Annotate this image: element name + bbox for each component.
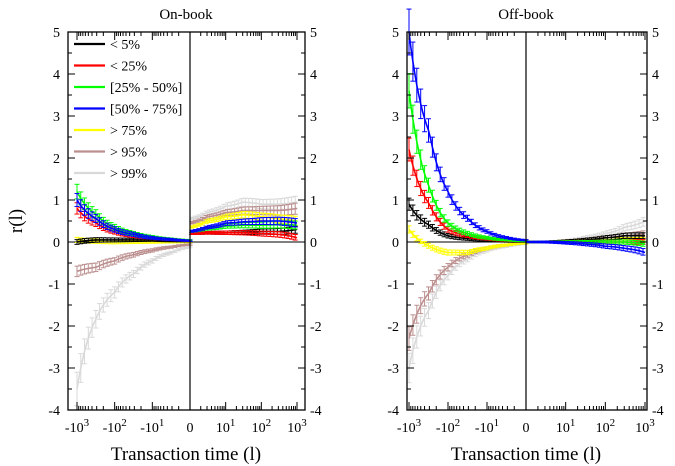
y-tick-label-right: -2 (652, 320, 664, 335)
y-tick-label: 5 (53, 26, 60, 41)
y-tick-label: 2 (53, 152, 60, 167)
plot-frame (406, 31, 648, 411)
y-tick-label: 1 (53, 194, 60, 209)
y-tick-label: -2 (387, 320, 399, 335)
legend: < 5% < 25% [25% - 50%] [50% - 75%] > 75% > 95… (74, 38, 182, 182)
tick-group: -4 -4 -3 -3 -2 -2 -1 -1 0 0 1 1 2 2 3 3 4 4 5 5 -103 -102 -101… (48, 26, 321, 436)
y-tick-label-right: -2 (310, 320, 322, 335)
y-tick-label: -2 (48, 320, 60, 335)
series-line (408, 149, 527, 242)
y-tick-label: 0 (53, 236, 60, 251)
x-tick-label: -101 (475, 417, 499, 436)
y-tick-label: 3 (392, 110, 399, 125)
y-tick-label: -4 (48, 404, 60, 419)
x-tick-label: 0 (187, 421, 194, 436)
y-tick-label-right: 3 (652, 110, 659, 125)
series-line (408, 31, 527, 242)
legend-label: < 25% (110, 60, 147, 75)
x-tick-label: 102 (596, 417, 616, 436)
series-2 (74, 183, 298, 242)
x-tick-label: 103 (287, 417, 307, 436)
x-tick-label: 101 (216, 417, 236, 436)
y-tick-label: 4 (53, 68, 60, 83)
y-tick-label: 5 (392, 26, 399, 41)
x-tick-label: 102 (252, 417, 272, 436)
y-tick-label-right: 5 (652, 26, 659, 41)
y-tick-label: 0 (392, 236, 399, 251)
y-tick-label-right: 2 (652, 152, 659, 167)
y-axis-label: r(l) (6, 209, 27, 233)
panel-off-book: Off-book -4 -4 -3 -3 -2 -2 -1 -1 0 0 1 1 2 2 3 3 4 4 5 5 -10… (387, 7, 663, 465)
y-tick-label-right: 0 (310, 236, 317, 251)
x-tick-label: -103 (65, 417, 90, 436)
tick-group: -4 -4 -3 -3 -2 -2 -1 -1 0 0 1 1 2 2 3 3 4 4 5 5 -103 -102 -101… (387, 26, 663, 436)
y-tick-label-right: 0 (652, 236, 659, 251)
legend-label: > 99% (110, 167, 147, 182)
y-tick-label-right: 4 (652, 68, 659, 83)
y-tick-label: 4 (392, 68, 399, 83)
panel-on-book: On-book -4 -4 -3 -3 -2 -2 -1 -1 0 0 1 1 2 2 3 3 4 4 5 5 -103… (6, 7, 322, 465)
y-tick-label-right: 2 (310, 152, 317, 167)
y-tick-label-right: -3 (652, 362, 664, 377)
series-line (189, 232, 298, 239)
series-group (68, 32, 305, 410)
series-group (406, 8, 647, 410)
y-tick-label-right: -1 (310, 278, 322, 293)
y-tick-label-right: -3 (310, 362, 322, 377)
y-tick-label: -1 (48, 278, 60, 293)
y-tick-label: 1 (392, 194, 399, 209)
x-tick-label: -103 (397, 417, 422, 436)
x-axis-label: Transaction time (l) (111, 444, 261, 465)
y-tick-label-right: 1 (310, 194, 317, 209)
series-line (189, 220, 298, 233)
y-tick-label: -3 (387, 362, 399, 377)
x-tick-label: -102 (436, 417, 460, 436)
panel-title: On-book (159, 7, 213, 23)
y-tick-label-right: 3 (310, 110, 317, 125)
series-6 (74, 195, 298, 407)
series-5 (74, 202, 298, 278)
x-tick-label: -102 (103, 417, 127, 436)
legend-label: [50% - 75%] (110, 103, 182, 118)
y-tick-label-right: -4 (652, 404, 664, 419)
y-tick-label: -1 (387, 278, 399, 293)
y-tick-label-right: 4 (310, 68, 317, 83)
panel-title: Off-book (498, 7, 554, 23)
y-tick-label: 2 (392, 152, 399, 167)
y-tick-label: -3 (48, 362, 60, 377)
legend-label: > 75% (110, 124, 147, 139)
x-tick-label: -101 (140, 417, 164, 436)
x-tick-label: 103 (635, 417, 655, 436)
y-tick-label-right: -4 (310, 404, 322, 419)
y-tick-label-right: 1 (652, 194, 659, 209)
series-3 (406, 8, 646, 256)
x-tick-label: 101 (556, 417, 576, 436)
series-line (189, 213, 298, 229)
x-axis-label: Transaction time (l) (451, 444, 601, 465)
legend-label: > 95% (110, 146, 147, 161)
series-3 (74, 193, 298, 242)
y-tick-label: -4 (387, 404, 399, 419)
series-line (526, 241, 646, 254)
y-tick-label-right: -1 (652, 278, 664, 293)
series-line (189, 207, 298, 224)
legend-label: < 5% (110, 38, 140, 53)
y-tick-label: 3 (53, 110, 60, 125)
y-tick-label-right: 5 (310, 26, 317, 41)
series-line (189, 201, 298, 220)
legend-label: [25% - 50%] (110, 81, 182, 96)
x-tick-label: 0 (523, 421, 530, 436)
